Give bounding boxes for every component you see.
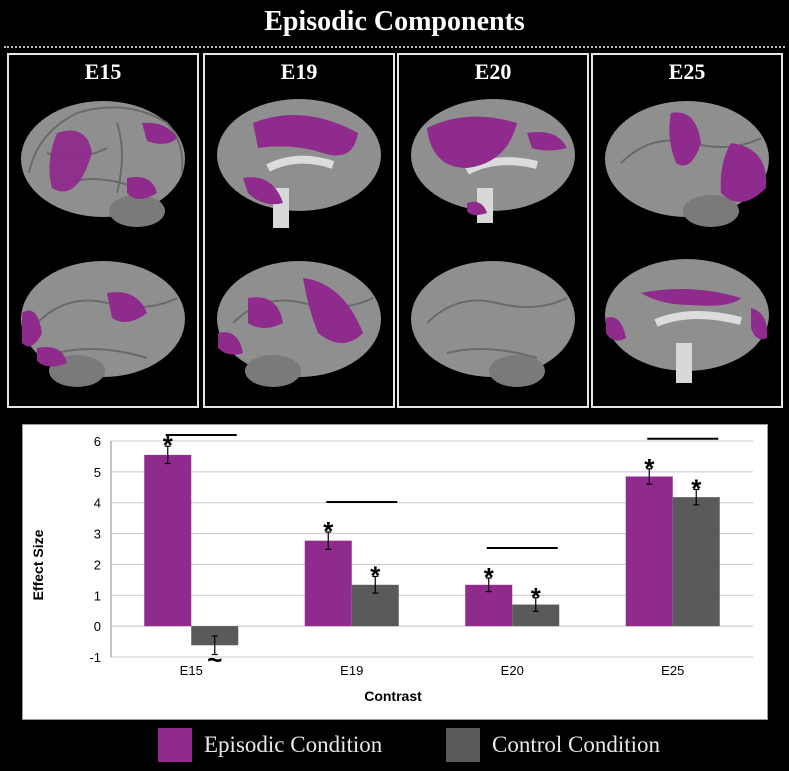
legend-swatch-episodic	[158, 728, 192, 762]
brain-lateral-right-e15	[21, 261, 185, 387]
brain-medial-e20	[411, 99, 575, 223]
chart-container: -1 0 1 2 3 4 5 6 E15 E19 E20 E25 * ~ * * * * * * Effect S…	[22, 424, 768, 720]
significance-marker: *	[163, 430, 174, 460]
legend-swatch-control	[446, 728, 480, 762]
bar-episodic-condition	[304, 540, 352, 627]
significance-marker: *	[484, 562, 495, 592]
x-axis-ticks: E15 E19 E20 E25	[180, 663, 685, 678]
significance-marker: *	[323, 516, 334, 546]
significance-marker: *	[644, 453, 655, 483]
y-axis-ticks: -1 0 1 2 3 4 5 6	[89, 434, 101, 665]
brain-lateral-left-e15	[21, 101, 185, 227]
x-tick-label: E19	[340, 663, 363, 678]
effect-size-chart: -1 0 1 2 3 4 5 6 E15 E19 E20 E25 * ~ * * * * * * Effect S…	[30, 430, 753, 704]
significance-marker: ~	[207, 645, 222, 675]
brain-medial-e19	[217, 99, 381, 228]
y-tick-label: 3	[94, 527, 101, 542]
significance-marker: *	[531, 582, 542, 612]
brain-lateral-e25	[605, 101, 769, 227]
bar-control-condition	[512, 604, 560, 627]
significance-marker: *	[370, 560, 381, 590]
bars	[144, 454, 720, 646]
brain-lateral-e20	[411, 261, 575, 387]
y-tick-label: 5	[94, 465, 101, 480]
brain-panel-e25: E25	[591, 53, 783, 408]
y-tick-label: 2	[94, 557, 101, 572]
error-bars	[164, 445, 700, 656]
bar-episodic-condition	[144, 454, 192, 627]
figure-title: Episodic Components	[264, 6, 525, 37]
brain-panel-e15: E15	[7, 53, 199, 408]
y-tick-label: 4	[94, 496, 101, 511]
x-tick-label: E15	[180, 663, 203, 678]
legend-label-control: Control Condition	[492, 732, 661, 757]
y-tick-label: 0	[94, 619, 101, 634]
title-divider	[4, 46, 785, 48]
brain-lateral-e19	[217, 261, 381, 387]
x-axis-label: Contrast	[364, 688, 422, 704]
brain-panel-e20: E20	[397, 53, 589, 408]
significance-markers: * ~ * * * * * *	[163, 430, 703, 674]
brain-medial-e25	[605, 259, 769, 383]
y-tick-label: 1	[94, 588, 101, 603]
panel-label-e15: E15	[84, 59, 122, 84]
x-tick-label: E20	[501, 663, 524, 678]
significance-bars	[165, 434, 719, 550]
bar-control-condition	[672, 497, 720, 627]
y-axis-label: Effect Size	[30, 529, 46, 600]
panel-label-e25: E25	[668, 59, 706, 84]
brain-panel-e19: E19	[203, 53, 395, 408]
chart-legend: Episodic Condition Control Condition	[0, 722, 789, 767]
y-tick-label: 6	[94, 434, 101, 449]
legend-label-episodic: Episodic Condition	[204, 732, 383, 757]
x-tick-label: E25	[661, 663, 684, 678]
bar-episodic-condition	[625, 476, 673, 627]
y-tick-label: -1	[89, 650, 101, 665]
panel-label-e19: E19	[280, 59, 318, 84]
panel-label-e20: E20	[474, 59, 512, 84]
significance-marker: *	[691, 473, 702, 503]
